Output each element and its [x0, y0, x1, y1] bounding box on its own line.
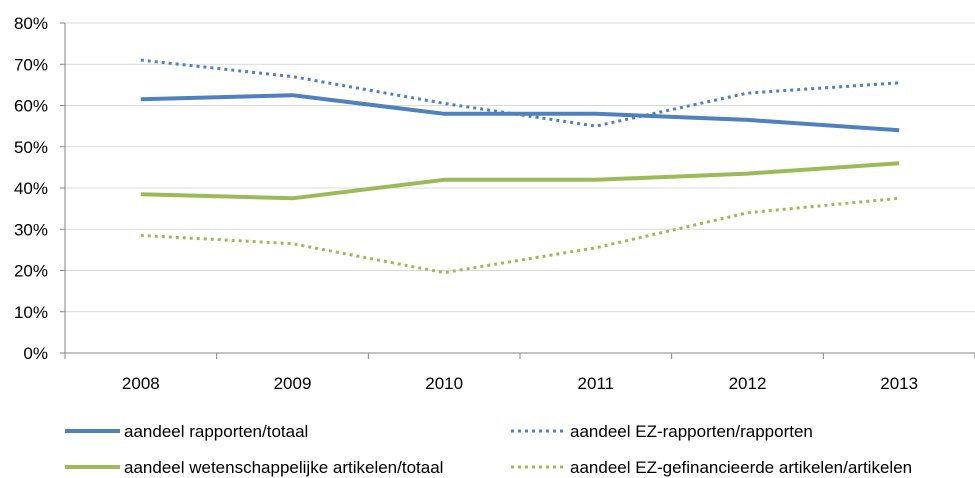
y-tick-label: 70% — [14, 55, 48, 74]
y-tick-label: 50% — [14, 138, 48, 157]
x-tick-labels: 2008 2009 2010 2011 2012 2013 — [122, 374, 918, 393]
legend-label: aandeel EZ-rapporten/rapporten — [570, 422, 813, 441]
legend-item: aandeel EZ-rapporten/rapporten — [511, 422, 813, 441]
legend-label: aandeel wetenschappelijke artikelen/tota… — [124, 458, 443, 477]
y-tick-label: 0% — [23, 344, 48, 363]
series-line-4 — [140, 196, 900, 275]
axes — [60, 22, 975, 359]
x-tick-label: 2009 — [274, 374, 312, 393]
x-tick-label: 2011 — [578, 374, 615, 393]
legend-item: aandeel wetenschappelijke artikelen/tota… — [65, 458, 443, 477]
series-line-3 — [140, 161, 900, 201]
y-tick-label: 20% — [14, 262, 48, 281]
legend-label: aandeel EZ-gefinancieerde artikelen/arti… — [570, 458, 912, 477]
legend-item: aandeel rapporten/totaal — [65, 422, 308, 441]
y-tick-label: 10% — [14, 303, 48, 322]
y-tick-label: 60% — [14, 97, 48, 116]
y-tick-label: 40% — [14, 179, 48, 198]
x-tick-label: 2013 — [880, 374, 918, 393]
legend-item: aandeel EZ-gefinancieerde artikelen/arti… — [511, 458, 912, 477]
series-lines — [140, 58, 900, 275]
y-tick-label: 80% — [14, 14, 48, 33]
legend-label: aandeel rapporten/totaal — [124, 422, 308, 441]
series-line-1 — [140, 93, 900, 133]
series-line-2 — [140, 58, 900, 128]
x-tick-label: 2010 — [425, 374, 463, 393]
legend: aandeel rapporten/totaal aandeel EZ-rappo… — [65, 422, 912, 477]
y-tick-label: 30% — [14, 220, 48, 239]
x-tick-label: 2008 — [122, 374, 160, 393]
gridlines — [65, 22, 975, 313]
y-tick-labels: 0% 10% 20% 30% 40% 50% 60% 70% 80% — [14, 14, 48, 363]
x-tick-label: 2012 — [729, 374, 767, 393]
